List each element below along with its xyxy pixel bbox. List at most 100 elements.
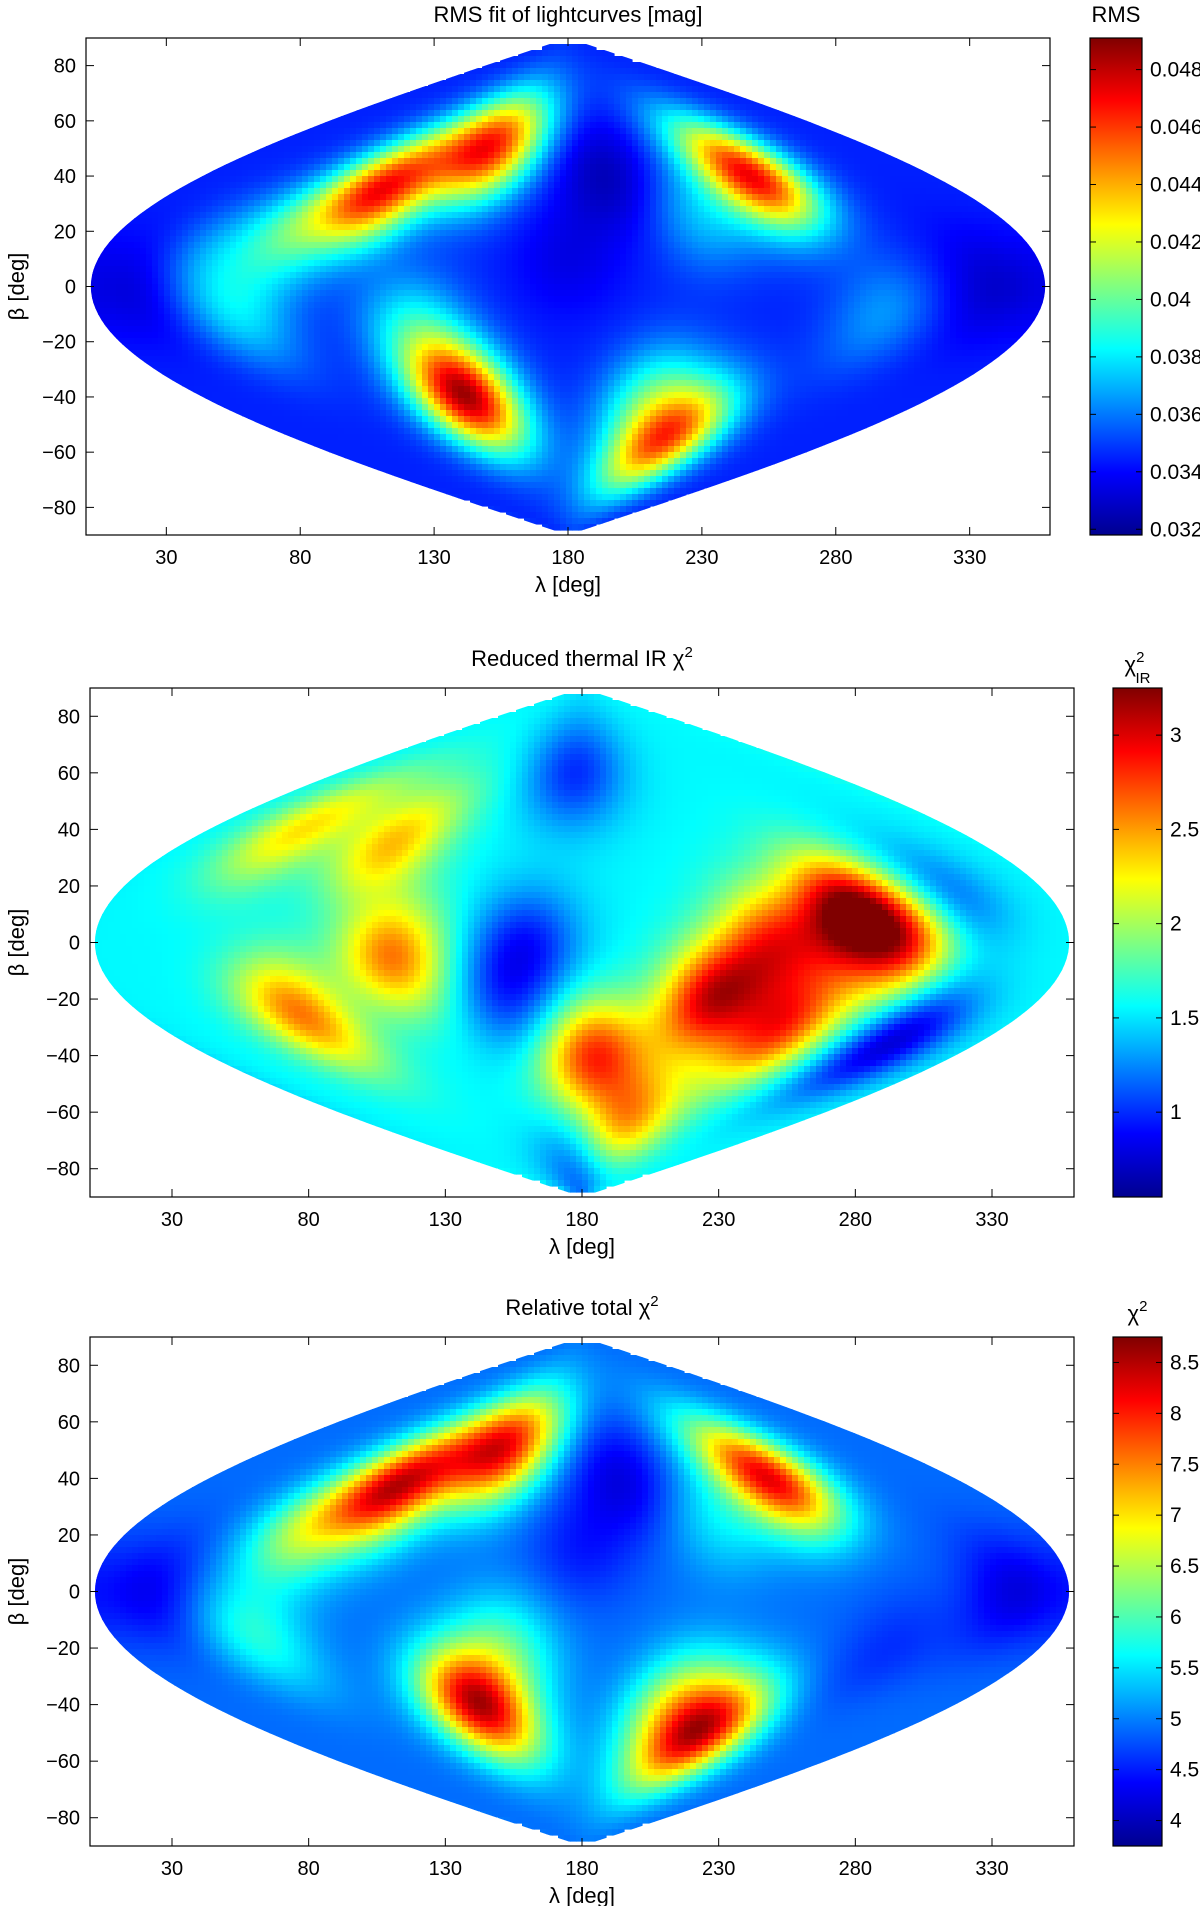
heatmap-cell <box>308 248 315 255</box>
heatmap-cell <box>344 242 351 249</box>
heatmap-cell <box>608 236 615 243</box>
heatmap-cell <box>632 122 639 129</box>
heatmap-cell <box>182 284 189 291</box>
heatmap-cell <box>326 302 333 309</box>
heatmap-cell <box>614 92 621 99</box>
heatmap-cell <box>506 290 513 297</box>
heatmap-cell <box>584 80 591 87</box>
heatmap-cell <box>686 98 693 105</box>
heatmap-cell <box>842 290 849 297</box>
heatmap-cell <box>344 128 351 135</box>
heatmap-cell <box>158 224 165 231</box>
heatmap-cell <box>572 224 579 231</box>
heatmap-cell <box>290 308 297 315</box>
heatmap-cell <box>602 122 609 129</box>
heatmap-cell <box>968 212 975 219</box>
heatmap-cell <box>326 254 333 261</box>
heatmap-cell <box>872 278 879 285</box>
heatmap-cell <box>650 266 657 273</box>
heatmap-cell <box>956 194 963 201</box>
heatmap-cell <box>980 266 987 273</box>
heatmap-cell <box>770 164 777 171</box>
heatmap-cell <box>518 194 525 201</box>
heatmap-cell <box>314 236 321 243</box>
heatmap-cell <box>110 302 117 309</box>
heatmap-cell <box>758 188 765 195</box>
heatmap-cell <box>464 80 471 87</box>
heatmap-cell <box>326 266 333 273</box>
heatmap-cell <box>944 284 951 291</box>
heatmap-cell <box>458 134 465 141</box>
heatmap-cell <box>764 236 771 243</box>
heatmap-cell <box>434 194 441 201</box>
heatmap-cell <box>608 146 615 153</box>
heatmap-cell <box>512 92 519 99</box>
heatmap-cell <box>692 242 699 249</box>
heatmap-cell <box>692 248 699 255</box>
heatmap-cell <box>644 110 651 117</box>
heatmap-cell <box>728 278 735 285</box>
heatmap-cell <box>584 278 591 285</box>
heatmap-cell <box>272 212 279 219</box>
heatmap-cell <box>506 122 513 129</box>
heatmap-cell <box>878 278 885 285</box>
heatmap-cell <box>380 110 387 117</box>
heatmap-cell <box>524 110 531 117</box>
heatmap-cell <box>584 128 591 135</box>
heatmap-cell <box>362 284 369 291</box>
heatmap-cell <box>188 254 195 261</box>
heatmap-cell <box>524 242 531 249</box>
heatmap-cell <box>362 134 369 141</box>
heatmap-cell <box>872 158 879 165</box>
heatmap-cell <box>560 302 567 309</box>
heatmap-cell <box>578 212 585 219</box>
heatmap-cell <box>854 272 861 279</box>
heatmap-cell <box>182 218 189 225</box>
heatmap-cell <box>848 224 855 231</box>
heatmap-cell <box>266 296 273 303</box>
heatmap-cell <box>968 206 975 213</box>
heatmap-cell <box>464 200 471 207</box>
heatmap-cell <box>1010 302 1017 309</box>
heatmap-cell <box>956 290 963 297</box>
heatmap-cell <box>566 260 573 267</box>
heatmap-cell <box>764 296 771 303</box>
heatmap-cell <box>530 200 537 207</box>
heatmap-cell <box>704 98 711 105</box>
heatmap-cell <box>842 278 849 285</box>
heatmap-cell <box>494 272 501 279</box>
heatmap-cell <box>386 104 393 111</box>
heatmap-cell <box>884 152 891 159</box>
heatmap-cell <box>782 170 789 177</box>
heatmap-cell <box>194 284 201 291</box>
heatmap-cell <box>332 278 339 285</box>
heatmap-cell <box>356 260 363 267</box>
heatmap-cell <box>644 272 651 279</box>
heatmap-cell <box>614 200 621 207</box>
heatmap-cell <box>164 182 171 189</box>
heatmap-cell <box>620 302 627 309</box>
heatmap-cell <box>794 224 801 231</box>
heatmap-cell <box>266 290 273 297</box>
heatmap-cell <box>242 200 249 207</box>
heatmap-cell <box>866 206 873 213</box>
heatmap-cell <box>812 134 819 141</box>
heatmap-cell <box>608 176 615 183</box>
heatmap-cell <box>692 212 699 219</box>
heatmap-cell <box>464 140 471 147</box>
heatmap-cell <box>296 308 303 315</box>
heatmap-cell <box>632 260 639 267</box>
heatmap-cell <box>668 188 675 195</box>
heatmap-cell <box>518 170 525 177</box>
heatmap-cell <box>692 284 699 291</box>
heatmap-cell <box>554 242 561 249</box>
heatmap-cell <box>944 278 951 285</box>
heatmap-cell <box>110 230 117 237</box>
heatmap-cell <box>158 236 165 243</box>
heatmap-cell <box>182 212 189 219</box>
heatmap-cell <box>374 170 381 177</box>
heatmap-cell <box>350 206 357 213</box>
heatmap-cell <box>674 236 681 243</box>
heatmap-cell <box>134 308 141 315</box>
heatmap-cell <box>362 182 369 189</box>
